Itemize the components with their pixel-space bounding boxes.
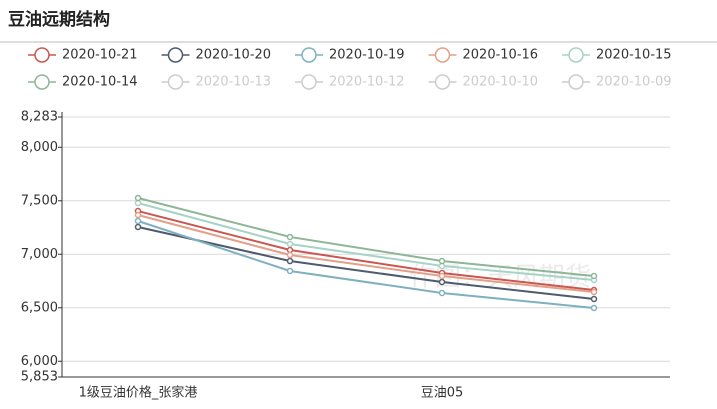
data-point [134, 194, 142, 202]
legend-label: 2020-10-15 [596, 48, 672, 63]
data-point [590, 272, 598, 280]
y-tick-label: 6,000 [21, 354, 58, 369]
data-point [286, 233, 294, 241]
y-tick-label: 5,853 [21, 370, 58, 385]
x-tick-label: 1级豆油价格_张家港 [79, 385, 198, 401]
series-line [137, 214, 595, 294]
data-point [590, 295, 598, 303]
data-point [134, 217, 142, 225]
series-line [137, 202, 595, 281]
series-line [137, 220, 595, 309]
series-line [137, 197, 595, 277]
legend-label: 2020-10-21 [62, 48, 138, 63]
legend-swatch [301, 47, 317, 63]
x-tick-label: 豆油05 [421, 386, 464, 401]
data-point [438, 278, 446, 286]
y-tick-label: 7,500 [21, 193, 58, 208]
legend-swatch [434, 74, 451, 90]
legend-swatch [568, 47, 584, 63]
data-point [286, 240, 294, 248]
y-tick-label: 6,500 [21, 300, 58, 315]
data-point [590, 288, 598, 296]
legend-swatch [167, 47, 184, 63]
data-point [134, 211, 142, 219]
data-point [438, 272, 446, 280]
legend-swatch [34, 47, 50, 63]
legend-swatch [301, 74, 317, 90]
data-point [134, 223, 142, 231]
series-line [137, 226, 595, 300]
data-point [438, 257, 446, 265]
legend-swatch [568, 74, 584, 90]
data-point [438, 289, 446, 297]
legend-label: 2020-10-10 [463, 75, 539, 90]
data-point [286, 267, 294, 275]
data-point [134, 199, 142, 207]
data-point [286, 251, 294, 259]
chart-title: 豆油远期结构 [8, 9, 110, 30]
legend-label: 2020-10-14 [62, 75, 138, 90]
legend-swatch [167, 74, 184, 90]
data-point [286, 246, 294, 254]
legend-label: 2020-10-20 [196, 48, 272, 63]
series-line [137, 210, 595, 292]
legend-label: 2020-10-16 [463, 48, 539, 63]
legend-label: 2020-10-09 [596, 75, 672, 90]
legend-swatch [434, 47, 451, 63]
y-tick-label: 7,000 [21, 247, 58, 262]
data-point [286, 257, 294, 265]
legend-label: 2020-10-12 [329, 75, 405, 90]
y-tick-label: 8,000 [21, 140, 58, 155]
legend-label: 2020-10-13 [196, 75, 272, 90]
y-tick-label: 8,283 [21, 110, 58, 125]
data-point [590, 304, 598, 312]
legend-swatch [34, 74, 50, 90]
legend-label: 2020-10-19 [329, 48, 405, 63]
